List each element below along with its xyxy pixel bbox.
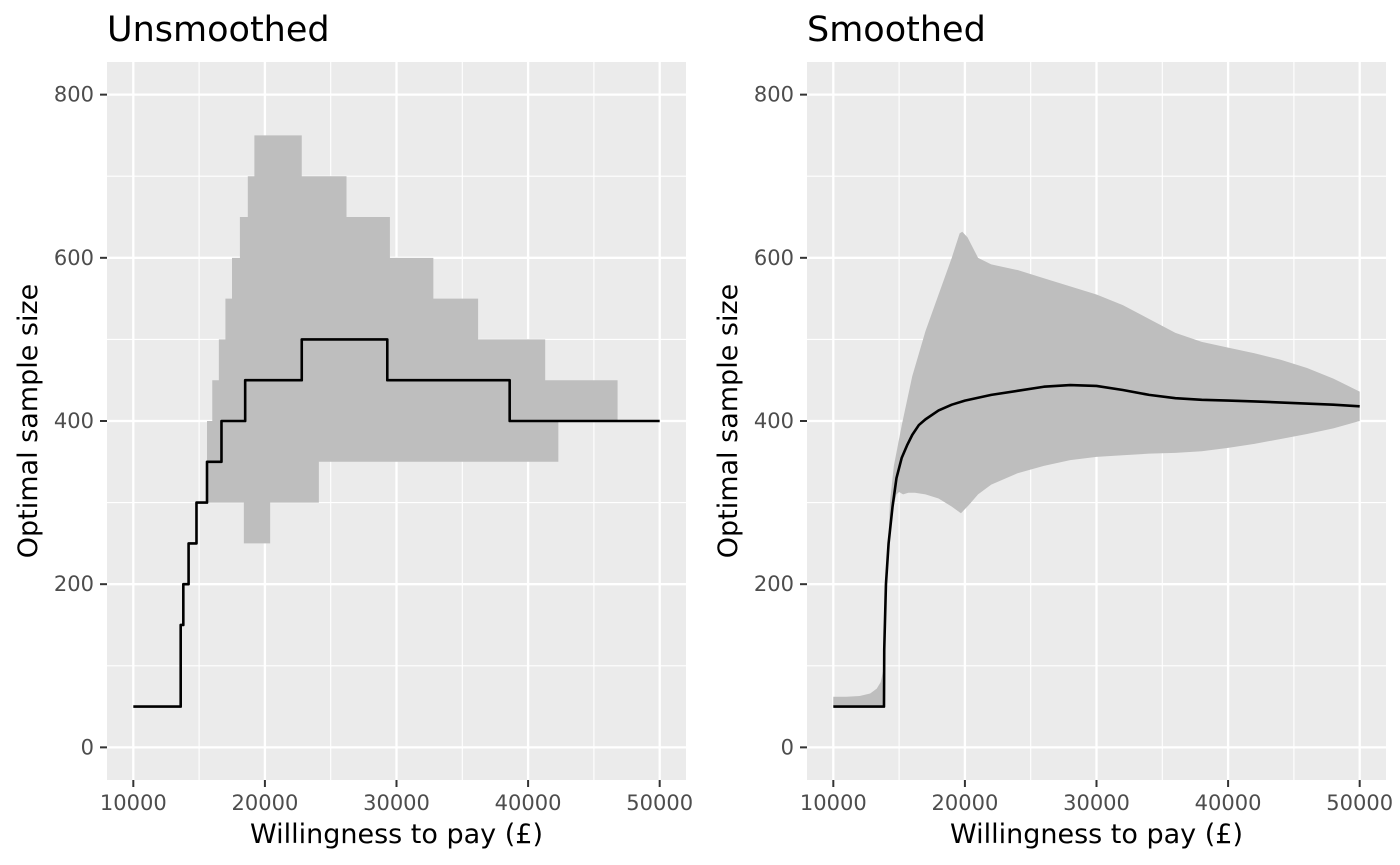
panel-title: Smoothed bbox=[807, 10, 986, 50]
x-tick-label: 30000 bbox=[363, 791, 430, 815]
x-tick-label: 10000 bbox=[800, 791, 867, 815]
x-tick-label: 20000 bbox=[932, 791, 999, 815]
y-axis-title: Optimal sample size bbox=[13, 284, 44, 559]
panel-smoothed: 10000 20000 30000 40000 50000 0 200 400 600 800 Sm… bbox=[713, 10, 1393, 850]
x-tick-label: 50000 bbox=[1326, 791, 1393, 815]
x-tick-label: 30000 bbox=[1063, 791, 1130, 815]
x-axis-title: Willingness to pay (£) bbox=[950, 819, 1243, 850]
y-tick-label: 400 bbox=[754, 409, 794, 433]
y-tick-label: 200 bbox=[54, 572, 94, 596]
y-tick-label: 0 bbox=[781, 735, 794, 759]
x-tick-label: 40000 bbox=[495, 791, 562, 815]
y-tick-label: 800 bbox=[54, 83, 94, 107]
x-tick-label: 10000 bbox=[100, 791, 167, 815]
uncertainty-band bbox=[833, 231, 1360, 707]
y-tick-label: 0 bbox=[81, 735, 94, 759]
y-axis-title: Optimal sample size bbox=[713, 284, 744, 559]
series-line bbox=[133, 338, 660, 708]
y-tick-label: 800 bbox=[754, 83, 794, 107]
x-tick-label: 50000 bbox=[626, 791, 693, 815]
uncertainty-band bbox=[133, 135, 660, 707]
x-axis-title: Willingness to pay (£) bbox=[250, 819, 543, 850]
panel-title: Unsmoothed bbox=[107, 10, 330, 50]
series-line bbox=[833, 383, 1360, 708]
y-tick-label: 400 bbox=[54, 409, 94, 433]
x-tick-label: 40000 bbox=[1195, 791, 1262, 815]
y-tick-label: 600 bbox=[54, 246, 94, 270]
y-tick-label: 200 bbox=[754, 572, 794, 596]
x-tick-label: 20000 bbox=[232, 791, 299, 815]
y-tick-label: 600 bbox=[754, 246, 794, 270]
panel-unsmoothed: 10000 20000 30000 40000 50000 0 200 400 600 800 Un… bbox=[13, 10, 693, 850]
